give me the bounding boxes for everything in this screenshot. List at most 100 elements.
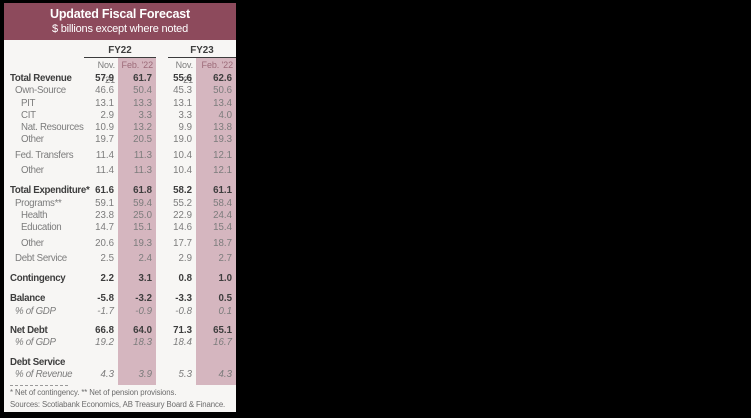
column-header-fy22-feb: Feb. '22 <box>121 60 154 70</box>
row-label: Total Expenditure* <box>10 185 90 197</box>
table-row-fed-transfers: Fed. Transfers 11.4 11.3 10.4 12.1 <box>4 150 236 162</box>
cell-value: 61.6 <box>95 185 114 197</box>
cell-value: 5.3 <box>178 368 192 380</box>
row-label: Net Debt <box>10 325 48 337</box>
cell-value: 13.1 <box>95 97 114 109</box>
table-row-health: Health 23.8 25.0 22.9 24.4 <box>4 210 236 222</box>
cell-value: 10.4 <box>173 149 192 161</box>
cell-value: 2.9 <box>100 109 114 121</box>
cell-value <box>168 357 196 369</box>
cell-value: 12.1 <box>213 165 232 177</box>
highlight-band-fy23-feb <box>196 58 236 385</box>
cell-value: 15.4 <box>213 222 232 234</box>
column-header-fy22-nov: Nov. '21 <box>97 60 116 85</box>
row-label: Education <box>21 222 62 234</box>
cell-value: 23.8 <box>95 209 114 221</box>
cell-value: 0.5 <box>218 293 232 305</box>
table-row-cit: CIT 2.9 3.3 3.3 4.0 <box>4 110 236 122</box>
row-label: Balance <box>10 293 46 305</box>
cell-value: 2.7 <box>218 252 232 264</box>
row-label: Other <box>21 134 44 146</box>
row-label: Total Revenue <box>10 73 72 84</box>
cell-value: 11.4 <box>95 149 114 161</box>
fiscal-forecast-table: Updated Fiscal Forecast $ billions excep… <box>4 3 236 412</box>
cell-value: -1.7 <box>97 305 114 317</box>
table-header: Updated Fiscal Forecast $ billions excep… <box>4 3 236 40</box>
cell-value: 14.7 <box>95 222 114 234</box>
row-label: CIT <box>21 109 36 121</box>
cell-value: 16.7 <box>213 337 232 349</box>
cell-value: 13.8 <box>213 122 232 134</box>
table-row-nat-resources: Nat. Resources 10.9 13.2 9.9 13.8 <box>4 122 236 134</box>
row-label: Other <box>21 237 44 249</box>
cell-value: 0.1 <box>218 305 232 317</box>
row-label: Programs** <box>15 197 62 209</box>
cell-value: 10.9 <box>95 122 114 134</box>
cell-value: 18.4 <box>173 337 192 349</box>
cell-value: 14.6 <box>173 222 192 234</box>
cell-value: 3.9 <box>138 368 152 380</box>
cell-value: 24.4 <box>213 209 232 221</box>
cell-value: 4.3 <box>218 368 232 380</box>
row-label: % of GDP <box>15 337 56 349</box>
cell-value <box>84 357 118 369</box>
row-label: Other <box>21 165 44 177</box>
cell-value: 17.7 <box>173 237 192 249</box>
cell-value: 2.9 <box>178 252 192 264</box>
table-row-net-debt-pct-gdp: % of GDP 19.2 18.3 18.4 16.7 <box>4 337 236 349</box>
table-row-pit: PIT 13.1 13.3 13.1 13.4 <box>4 98 236 110</box>
cell-value: 3.3 <box>138 109 152 121</box>
cell-value: 0.8 <box>178 273 192 285</box>
cell-value: 11.3 <box>133 165 152 177</box>
cell-value: 2.4 <box>138 252 152 264</box>
cell-value: 2.2 <box>100 273 114 285</box>
table-row-net-debt: Net Debt 66.8 64.0 71.3 65.1 <box>4 325 236 337</box>
cell-value: 13.2 <box>133 122 152 134</box>
cell-value: 66.8 <box>95 325 114 337</box>
row-label: Own-Source <box>15 85 66 97</box>
cell-value: 3.1 <box>138 273 152 285</box>
row-label: % of GDP <box>15 305 56 317</box>
cell-value: 59.1 <box>95 197 114 209</box>
cell-value: 55.6 <box>173 73 192 84</box>
cell-value: 3.3 <box>178 109 192 121</box>
cell-value: 13.3 <box>133 97 152 109</box>
table-body: FY22 FY23 Nov. '21 Feb. '22 Nov. '21 Feb… <box>4 40 236 412</box>
cell-value: -0.9 <box>135 305 152 317</box>
column-header-row: Nov. '21 Feb. '22 Nov. '21 Feb. '22 <box>4 58 236 85</box>
cell-value: 11.3 <box>133 149 152 161</box>
cell-value: 61.8 <box>133 185 152 197</box>
cell-value: 9.9 <box>178 122 192 134</box>
table-row-other-revenue: Other 19.7 20.5 19.0 19.3 <box>4 134 236 146</box>
cell-value: 13.1 <box>173 97 192 109</box>
cell-value: 2.5 <box>100 252 114 264</box>
row-label: % of Revenue <box>15 368 73 380</box>
table-row-programs: Programs** 59.1 59.4 55.2 58.4 <box>4 198 236 210</box>
cell-value <box>118 357 156 369</box>
cell-value: 25.0 <box>133 209 152 221</box>
row-label: PIT <box>21 97 36 109</box>
row-label: Debt Service <box>15 252 67 264</box>
cell-value: 58.2 <box>173 185 192 197</box>
cell-value: 22.9 <box>173 209 192 221</box>
cell-value: 10.4 <box>173 165 192 177</box>
footnote-separator <box>10 385 68 387</box>
table-row-balance-pct-gdp: % of GDP -1.7 -0.9 -0.8 0.1 <box>4 306 236 318</box>
cell-value: 50.4 <box>133 85 152 97</box>
table-row-debt-service-heading: Debt Service <box>4 357 236 369</box>
cell-value: 20.5 <box>133 134 152 146</box>
row-label: Fed. Transfers <box>15 149 74 161</box>
row-label: Contingency <box>10 273 66 285</box>
cell-value: 1.0 <box>218 273 232 285</box>
cell-value: 11.4 <box>95 165 114 177</box>
cell-value: 59.4 <box>133 197 152 209</box>
column-group-fy22: FY22 <box>84 45 156 58</box>
cell-value: 61.1 <box>213 185 232 197</box>
cell-value: 58.4 <box>213 197 232 209</box>
cell-value: 4.3 <box>100 368 114 380</box>
cell-value: 55.2 <box>173 197 192 209</box>
cell-value: 13.4 <box>213 97 232 109</box>
column-group-fy23: FY23 <box>168 45 236 58</box>
cell-value <box>196 357 236 369</box>
